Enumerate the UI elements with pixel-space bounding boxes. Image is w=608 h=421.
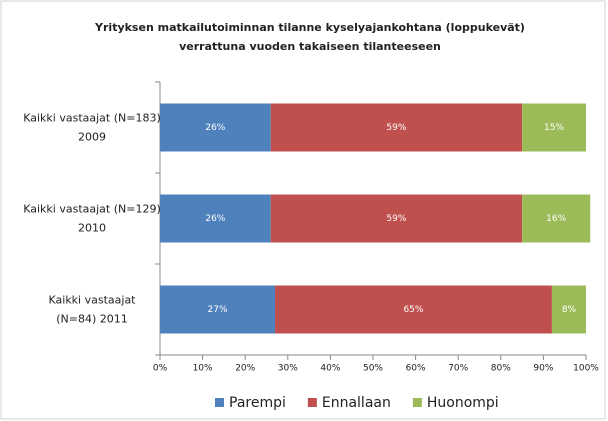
legend-swatch — [215, 398, 224, 407]
x-tick-label: 60% — [406, 364, 426, 374]
y-tick-label: Kaikki vastaajat (N=129) — [23, 203, 161, 216]
legend-label: Huonompi — [427, 395, 499, 411]
value-label: 65% — [403, 305, 423, 315]
bar-segment — [160, 103, 271, 152]
x-tick-label: 50% — [363, 364, 383, 374]
y-tick-label: Kaikki vastaajat — [49, 294, 137, 307]
value-label: 59% — [386, 123, 406, 133]
bar-segment — [270, 103, 523, 152]
x-tick-label: 90% — [533, 364, 553, 374]
bar-segment — [551, 285, 586, 334]
value-label: 15% — [544, 123, 564, 133]
x-tick-label: 100% — [573, 364, 599, 374]
value-label: 16% — [546, 214, 566, 224]
bar-segment — [160, 194, 271, 243]
legend-swatch — [307, 398, 317, 407]
x-tick-label: 10% — [193, 364, 213, 374]
y-tick-label: Kaikki vastaajat (N=183) — [23, 112, 161, 125]
value-label: 26% — [205, 214, 225, 224]
bar-segment — [522, 194, 591, 243]
x-tick-label: 30% — [278, 364, 298, 374]
y-tick-label: 2010 — [78, 222, 106, 235]
legend-label: Ennallaan — [322, 395, 391, 411]
y-tick-label: 2009 — [78, 131, 106, 144]
bar-segment — [160, 285, 276, 334]
x-tick-label: 80% — [491, 364, 511, 374]
value-label: 27% — [208, 305, 228, 315]
x-tick-label: 40% — [320, 364, 340, 374]
y-tick-label: (N=84) 2011 — [56, 313, 128, 326]
chart-title: Yrityksen matkailutoiminnan tilanne kyse… — [95, 21, 525, 53]
bar-segment — [275, 285, 552, 334]
x-tick-label: 20% — [235, 364, 255, 374]
bar-segment — [270, 194, 523, 243]
legend-label: Parempi — [229, 395, 286, 411]
legend-swatch — [412, 398, 422, 407]
value-label: 59% — [386, 214, 406, 224]
value-label: 26% — [205, 123, 225, 133]
x-tick-label: 0% — [153, 364, 168, 374]
value-label: 8% — [562, 305, 577, 315]
bar-segment — [522, 103, 586, 152]
x-tick-label: 70% — [448, 364, 468, 374]
